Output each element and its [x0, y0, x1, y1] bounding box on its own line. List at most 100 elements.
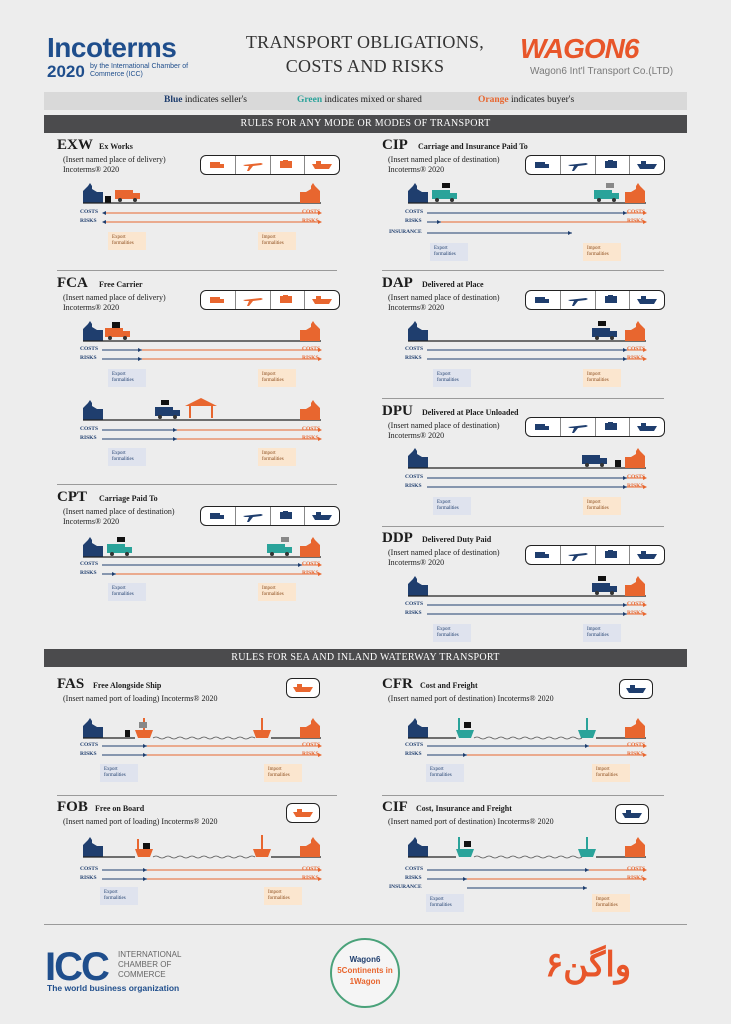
buyer-factory-icon: [300, 183, 320, 203]
seller-factory-icon: [408, 837, 428, 857]
transport-modes: [615, 804, 649, 824]
truck-icon: [592, 328, 617, 340]
seller-factory-icon: [408, 576, 428, 596]
ship-icon: [305, 507, 339, 525]
seller-factory-icon: [408, 321, 428, 341]
rule-description: (Insert named place of destination) Inco…: [388, 155, 500, 174]
ship-icon: [135, 730, 153, 738]
transport-modes: [200, 155, 340, 175]
rule-name: Ex Works: [99, 142, 133, 151]
rule-code: EXW: [57, 137, 93, 153]
truck-icon: [115, 190, 140, 202]
rule-code: CPT: [57, 489, 87, 505]
incoterms-year: 2020: [47, 62, 85, 81]
rule-name: Delivered Duty Paid: [422, 535, 492, 544]
seller-factory-icon: [408, 448, 428, 468]
transport-modes: [200, 290, 340, 310]
train-icon: [596, 291, 631, 309]
wagon6-company-name: Wagon6 Int'l Transport Co.(LTD): [530, 66, 674, 77]
buyer-factory-icon: [300, 537, 320, 557]
fca-alternate-scene: [83, 398, 321, 421]
transport-modes: [286, 803, 320, 823]
seller-factory-icon: [83, 321, 103, 341]
import-formalities: Import formalities: [583, 497, 621, 515]
truck-icon: [592, 583, 617, 595]
ship-icon: [456, 730, 474, 738]
rule-code: CIF: [382, 799, 408, 815]
buyer-factory-icon: [625, 183, 645, 203]
buyer-factory-icon: [300, 321, 320, 341]
export-formalities: Export formalities: [433, 497, 471, 515]
rule-description: (Insert named port of destination) Incot…: [388, 817, 554, 826]
delivery-scene: [408, 183, 646, 204]
train-icon: [271, 507, 306, 525]
seller-factory-icon: [83, 837, 103, 857]
rule-code: FCA: [57, 275, 88, 291]
delivery-scene: [83, 321, 321, 342]
export-formalities: Export formalities: [426, 764, 464, 782]
truck-icon: [526, 418, 561, 436]
transport-modes: [525, 545, 665, 565]
rule-description: (Insert named port of loading) Incoterms…: [63, 694, 218, 703]
truck-icon: [594, 190, 619, 202]
color-legend: Blue indicates seller's Green indicates …: [44, 92, 687, 110]
seller-factory-icon: [408, 183, 428, 203]
ship-icon: [135, 849, 153, 857]
import-formalities: Import formalities: [258, 583, 296, 601]
rule-name: Delivered at Place: [422, 280, 484, 289]
rule-description: (Insert named place of destination) Inco…: [63, 507, 175, 526]
import-formalities: Import formalities: [583, 624, 621, 642]
buyer-factory-icon: [625, 718, 645, 738]
seller-factory-icon: [83, 183, 103, 203]
rule-name: Carriage and Insurance Paid To: [418, 142, 528, 151]
buyer-factory-icon: [625, 321, 645, 341]
wagon6-badge: Wagon6 5Continents in 1Wagon: [330, 938, 400, 1008]
rule-name: Cost, Insurance and Freight: [416, 804, 512, 813]
export-formalities: Export formalities: [433, 369, 471, 387]
plane-icon: [561, 291, 596, 309]
transport-modes: [525, 155, 665, 175]
import-formalities: Import formalities: [258, 369, 296, 387]
export-formalities: Export formalities: [100, 887, 138, 905]
rule-code: CFR: [382, 676, 413, 692]
truck-icon: [526, 156, 561, 174]
rule-name: Free on Board: [95, 804, 145, 813]
rule-description: (Insert named port of loading) Incoterms…: [63, 817, 218, 826]
icc-tagline: The world business organization: [47, 983, 180, 993]
truck-icon: [107, 544, 132, 556]
rule-code: CIP: [382, 137, 408, 153]
transport-modes: [525, 417, 665, 437]
ship-icon: [616, 805, 648, 823]
section-header-sea: RULES FOR SEA AND INLAND WATERWAY TRANSP…: [44, 649, 687, 667]
truck-icon: [201, 291, 236, 309]
buyer-factory-icon: [300, 400, 320, 420]
plane-icon: [561, 546, 596, 564]
delivery-scene: [408, 321, 646, 342]
plane-icon: [236, 156, 271, 174]
train-icon: [596, 156, 631, 174]
import-formalities: Import formalities: [592, 894, 630, 912]
transport-modes: [619, 679, 653, 699]
rule-description: (Insert named place of delivery) Incoter…: [63, 293, 166, 312]
rule-code: DPU: [382, 403, 413, 419]
truck-icon: [201, 156, 236, 174]
plane-icon: [561, 156, 596, 174]
delivery-scene: [83, 718, 321, 740]
export-formalities: Export formalities: [433, 624, 471, 642]
import-formalities: Import formalities: [264, 887, 302, 905]
export-formalities: Export formalities: [430, 243, 468, 261]
plane-icon: [236, 507, 271, 525]
ship-icon: [630, 291, 664, 309]
buyer-factory-icon: [300, 718, 320, 738]
buyer-factory-icon: [625, 576, 645, 596]
ship-icon: [287, 804, 319, 822]
icc-name: INTERNATIONAL CHAMBER OF COMMERCE: [118, 950, 182, 979]
rule-code: FOB: [57, 799, 88, 815]
incoterms-by-icc: by the International Chamber of Commerce…: [90, 63, 189, 78]
truck-icon: [432, 190, 457, 202]
truck-icon: [105, 328, 130, 340]
train-icon: [271, 156, 306, 174]
ship-icon: [630, 418, 664, 436]
delivery-scene: [83, 183, 321, 204]
delivery-scene: [408, 837, 646, 859]
